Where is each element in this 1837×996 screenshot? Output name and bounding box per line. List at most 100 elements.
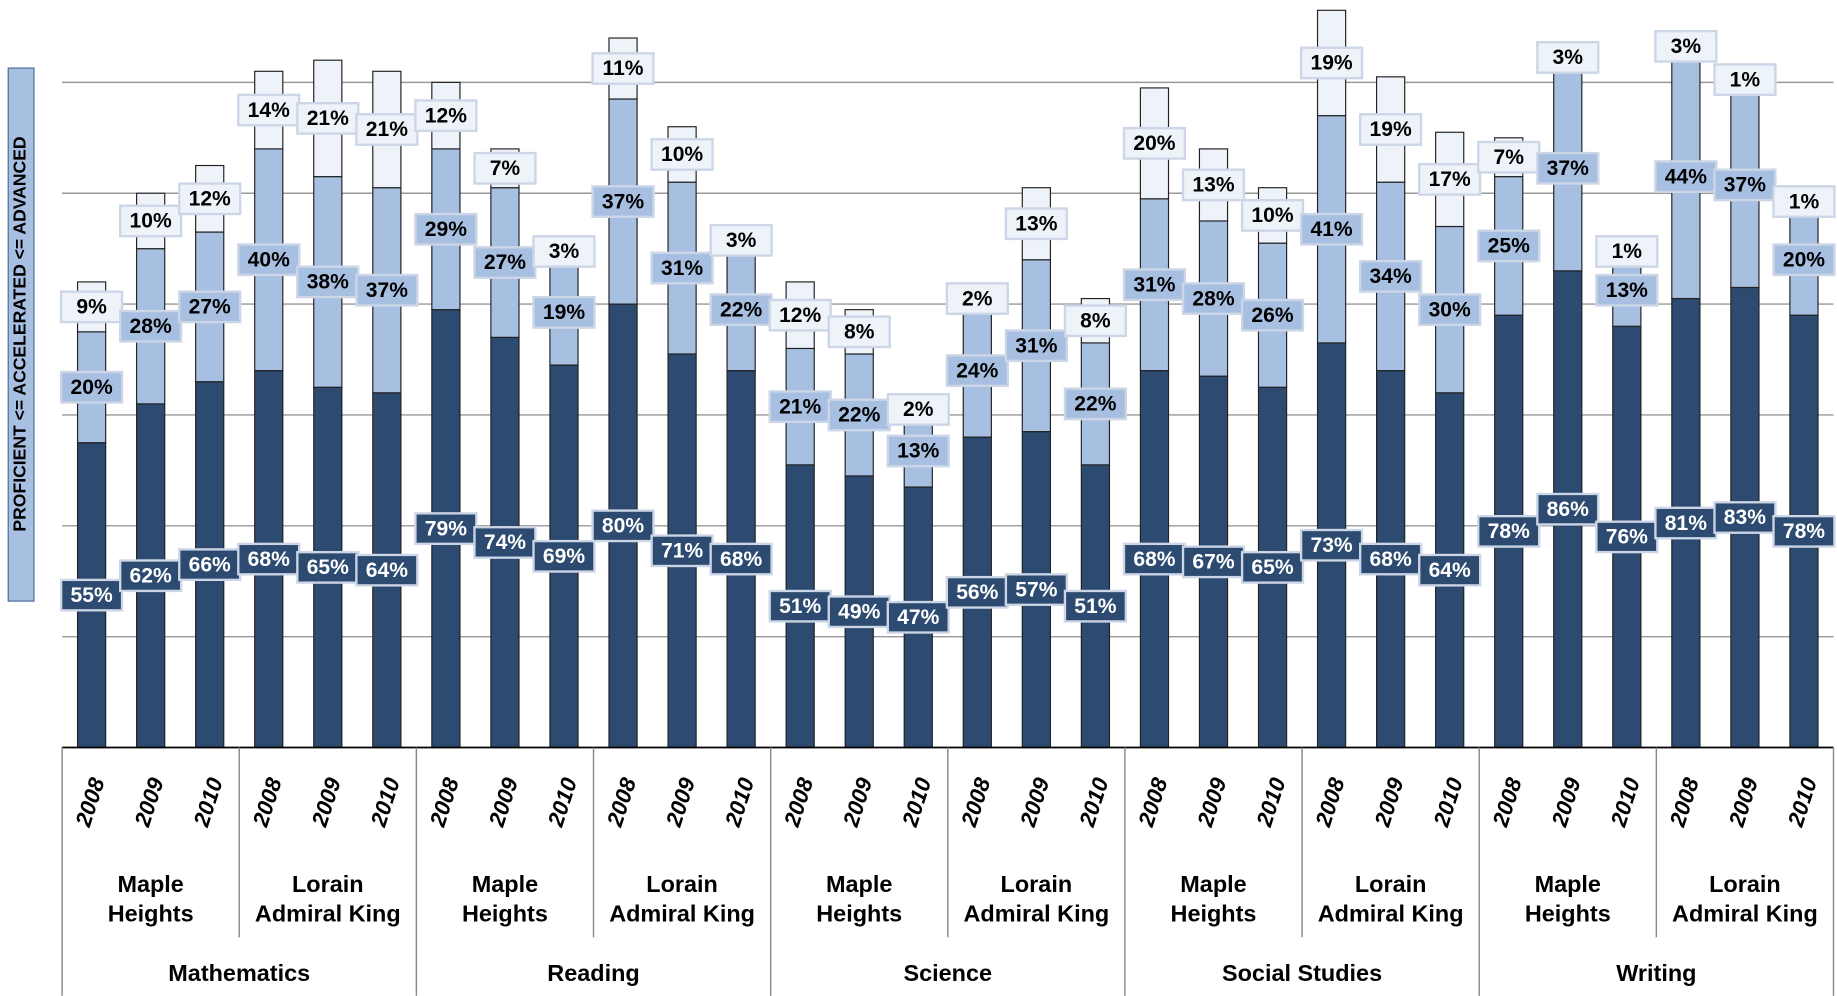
data-label: 27% xyxy=(473,246,537,279)
data-label-text: 41% xyxy=(1310,218,1352,241)
data-label-box xyxy=(1536,492,1600,526)
data-label-text: 65% xyxy=(307,556,349,579)
data-label-box xyxy=(1299,46,1364,80)
x-tick-label: 2008 xyxy=(1310,774,1350,830)
data-label-text: 13% xyxy=(1606,279,1648,302)
data-label: 44% xyxy=(1654,160,1718,194)
data-label-text: 14% xyxy=(248,99,290,122)
x-tick-label: 2010 xyxy=(1605,774,1645,830)
data-label: 37% xyxy=(355,273,419,307)
data-label-text: 28% xyxy=(130,315,172,338)
data-label-text: 47% xyxy=(897,606,939,629)
data-label-box xyxy=(296,102,360,135)
data-label-text: 22% xyxy=(838,404,880,427)
data-label-text: 78% xyxy=(1783,520,1825,543)
data-label-text: 7% xyxy=(1493,146,1524,169)
data-label: 49% xyxy=(827,595,891,629)
data-label-text: 78% xyxy=(1488,520,1530,543)
school-label: Admiral King xyxy=(963,900,1109,926)
data-label: 3% xyxy=(532,235,596,268)
data-label-box xyxy=(532,539,596,573)
data-label-box xyxy=(1122,126,1187,160)
data-label-text: 69% xyxy=(543,545,585,568)
data-label: 86% xyxy=(1536,492,1600,526)
data-label: 22% xyxy=(1063,387,1128,421)
data-label: 3% xyxy=(709,223,773,257)
subject-label: Writing xyxy=(1616,960,1696,986)
data-label-box xyxy=(1181,168,1246,202)
x-tick-label: 2009 xyxy=(1015,774,1055,830)
data-label: 76% xyxy=(1595,520,1659,554)
data-label-text: 55% xyxy=(71,584,113,607)
data-label: 51% xyxy=(1063,589,1128,623)
school-label: Maple xyxy=(117,871,183,897)
data-label: 28% xyxy=(1181,282,1246,315)
x-tick-label: 2010 xyxy=(365,774,405,830)
data-label: 47% xyxy=(886,600,950,634)
data-label-text: 19% xyxy=(543,301,585,324)
x-tick-label: 2010 xyxy=(543,774,583,830)
data-label-box xyxy=(1536,151,1600,185)
x-tick-label: 2010 xyxy=(1251,774,1291,830)
data-label-box xyxy=(1654,160,1718,194)
data-label-text: 2% xyxy=(962,287,993,310)
x-tick-label: 2008 xyxy=(1487,774,1527,830)
data-label-box xyxy=(1772,514,1836,548)
data-label-text: 26% xyxy=(1251,304,1293,327)
data-label: 41% xyxy=(1299,212,1364,246)
y-axis-label: PROFICIENT <= ACCELERATED <= ADVANCED xyxy=(10,136,30,531)
data-label-box xyxy=(178,182,242,216)
data-label-text: 8% xyxy=(844,321,875,344)
data-label: 31% xyxy=(1004,329,1068,363)
data-label-text: 29% xyxy=(425,218,467,241)
data-label-text: 9% xyxy=(76,296,107,319)
data-label-box xyxy=(1772,185,1836,218)
data-label-text: 21% xyxy=(779,395,821,418)
x-tick-label: 2008 xyxy=(779,774,819,830)
data-label-box xyxy=(178,548,242,582)
data-label-box xyxy=(473,151,537,185)
data-label: 2% xyxy=(886,393,950,426)
data-label: 7% xyxy=(1477,140,1541,174)
data-label: 10% xyxy=(1240,199,1305,232)
data-label: 20% xyxy=(1122,126,1187,160)
data-label: 17% xyxy=(1418,162,1482,196)
data-label: 20% xyxy=(1772,243,1836,277)
data-label-box xyxy=(768,298,832,332)
x-tick-label: 2009 xyxy=(661,774,701,830)
data-label-text: 68% xyxy=(1370,548,1412,571)
data-label-box xyxy=(1418,293,1482,327)
data-label: 13% xyxy=(886,434,950,468)
data-label: 12% xyxy=(178,182,242,216)
data-label-text: 80% xyxy=(602,515,644,538)
data-label-box xyxy=(1772,243,1836,277)
data-label-box xyxy=(59,578,124,612)
data-label: 13% xyxy=(1595,273,1659,307)
data-label-text: 17% xyxy=(1429,168,1471,191)
data-label: 55% xyxy=(59,578,124,612)
data-label-text: 44% xyxy=(1665,165,1707,188)
school-label: Maple xyxy=(472,871,538,897)
x-tick-label: 2008 xyxy=(70,774,110,830)
data-label-text: 27% xyxy=(189,296,231,319)
data-label-text: 28% xyxy=(1192,287,1234,310)
data-label: 2% xyxy=(945,282,1009,315)
school-label: Lorain xyxy=(292,871,364,897)
data-label: 79% xyxy=(414,512,478,545)
data-label: 10% xyxy=(650,138,714,171)
data-label-text: 13% xyxy=(897,440,939,463)
data-label-text: 12% xyxy=(779,304,821,327)
data-label-box xyxy=(827,315,891,349)
data-label-box xyxy=(473,526,537,559)
data-label: 14% xyxy=(237,93,301,127)
data-label-text: 21% xyxy=(307,107,349,130)
data-label-text: 3% xyxy=(549,240,580,263)
data-label-text: 65% xyxy=(1251,556,1293,579)
data-label: 66% xyxy=(178,548,242,582)
data-label: 37% xyxy=(591,185,655,218)
data-label-box xyxy=(1181,282,1246,315)
data-label-text: 21% xyxy=(366,118,408,141)
data-label-box xyxy=(1359,542,1423,576)
